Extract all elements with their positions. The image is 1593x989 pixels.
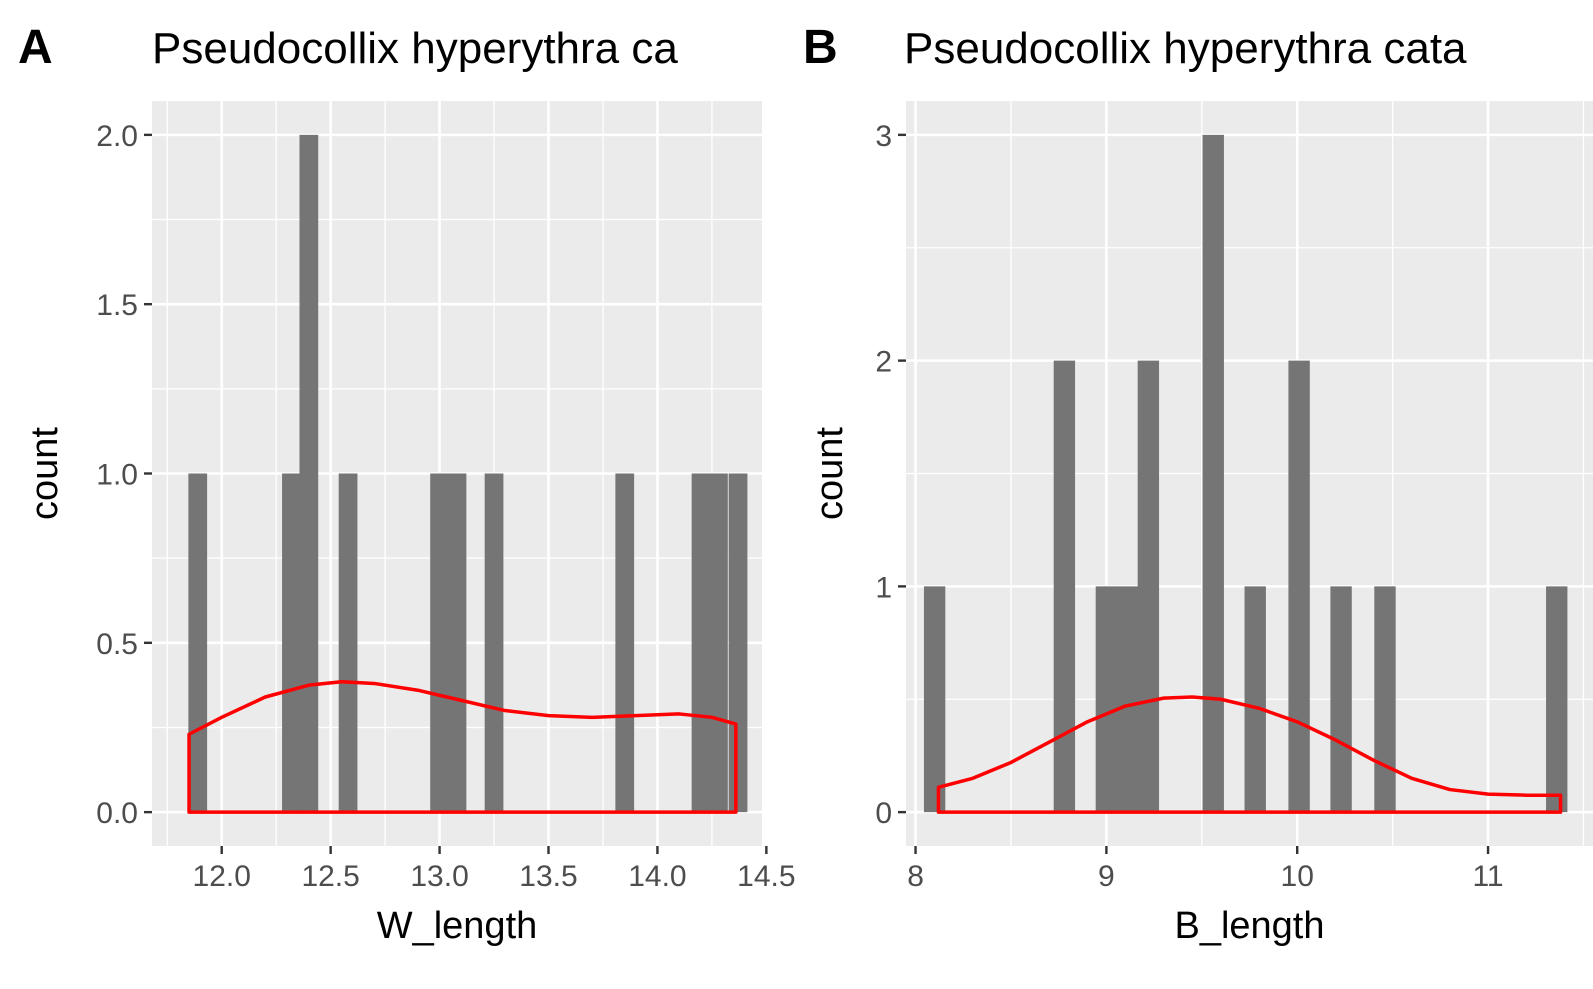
histogram-bar: [615, 473, 635, 813]
chart-title-b: Pseudocollix hyperythra cata: [904, 24, 1467, 73]
histogram-bar: [1244, 586, 1266, 813]
minor-gridlines: [906, 101, 1593, 846]
x-axis-title-b: B_length: [1174, 905, 1324, 947]
histogram-bar: [447, 473, 467, 813]
x-axis-title-a: W_length: [377, 905, 538, 947]
histogram-bar: [923, 586, 946, 813]
histogram-bar: [1288, 360, 1310, 813]
histogram-bar: [430, 473, 449, 813]
x-axis: 8 9 10 11: [907, 846, 1504, 893]
histogram-bar: [728, 473, 748, 813]
histogram-bar: [1137, 360, 1160, 813]
y-tick-label: 2: [875, 346, 892, 379]
histogram-bar: [1053, 360, 1076, 813]
histogram-bar: [1202, 134, 1224, 813]
histogram-bar: [484, 473, 504, 813]
y-tick-label: 1.5: [96, 289, 138, 322]
x-tick-label: 12.0: [193, 860, 251, 893]
histogram-bar: [1374, 586, 1396, 813]
y-tick-label: 3: [875, 120, 892, 153]
x-tick-label: 14.0: [628, 860, 686, 893]
y-axis-title-b: count: [809, 427, 851, 520]
density-curve: [936, 695, 1563, 814]
x-tick-label: 13.5: [519, 860, 577, 893]
panel-tag-b: B: [803, 21, 838, 74]
histogram-bar: [1546, 586, 1568, 813]
y-tick-label: 0: [875, 797, 892, 830]
histogram-bars: [923, 134, 1568, 813]
x-tick-label: 11: [1472, 860, 1503, 893]
y-tick-label: 1.0: [96, 459, 138, 492]
panel-b: 0 1 2 3 8 9 10 11 B Pseudocollix hyperythra ca…: [803, 21, 1593, 947]
x-axis: 12.0 12.5 13.0 13.5 14.0 14.5: [193, 846, 796, 893]
histogram-bar: [1330, 586, 1352, 813]
x-tick-label: 12.5: [301, 860, 359, 893]
histogram-bar: [338, 473, 358, 813]
panel-a: 0.0 0.5 1.0 1.5 2.0 12.0 12.5 13.0 13.5 14.0 14.5…: [18, 21, 796, 947]
density-curve-group: [936, 695, 1563, 814]
y-axis-title-a: count: [24, 427, 66, 520]
panel-tag-a: A: [18, 21, 53, 74]
y-axis: 0.0 0.5 1.0 1.5 2.0: [96, 120, 152, 830]
x-tick-label: 14.5: [737, 860, 795, 893]
histogram-bar: [188, 473, 208, 813]
histogram-bar: [1116, 586, 1139, 813]
x-tick-label: 9: [1098, 860, 1115, 893]
histogram-bar: [282, 473, 301, 813]
histogram-bar: [709, 473, 728, 813]
histogram-bar: [691, 473, 711, 813]
histogram-bar: [1095, 586, 1118, 813]
x-tick-label: 8: [907, 860, 924, 893]
y-axis: 0 1 2 3: [875, 120, 906, 830]
x-tick-label: 10: [1281, 860, 1314, 893]
x-tick-label: 13.0: [410, 860, 468, 893]
histogram-bar: [299, 134, 319, 813]
density-curve: [187, 680, 738, 814]
y-tick-label: 2.0: [96, 120, 138, 153]
y-tick-label: 0.0: [96, 797, 138, 830]
y-tick-label: 1: [875, 571, 892, 604]
density-curve-group: [187, 680, 738, 814]
chart-title-a: Pseudocollix hyperythra ca: [152, 24, 678, 73]
y-tick-label: 0.5: [96, 628, 138, 661]
